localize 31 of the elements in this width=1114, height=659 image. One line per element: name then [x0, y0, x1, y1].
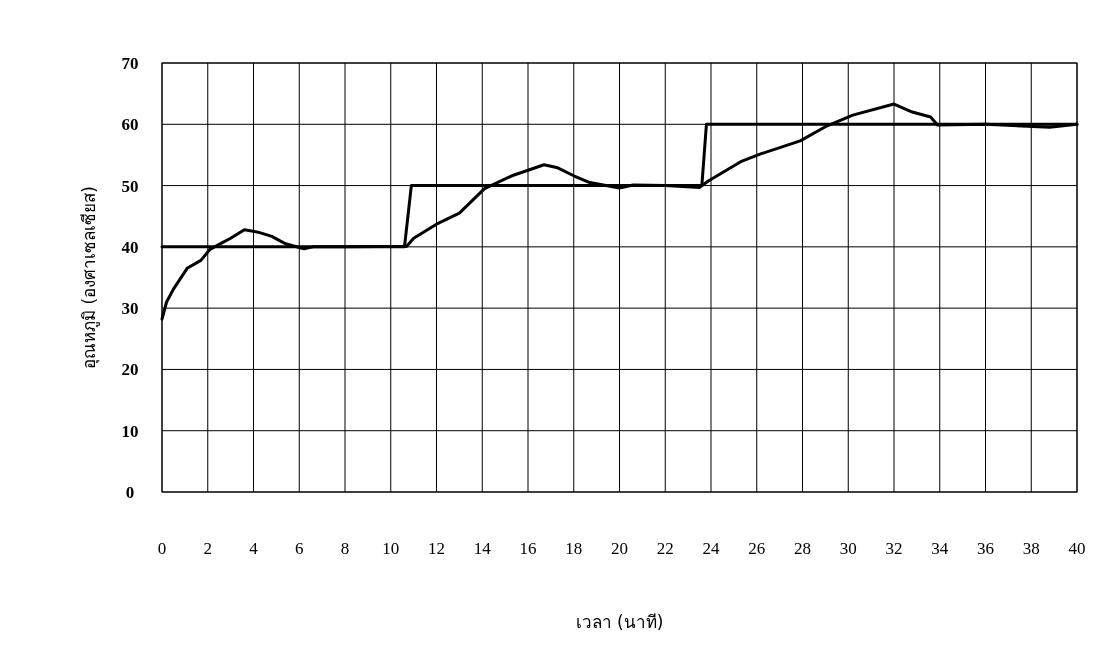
x-tick-label: 22 — [656, 539, 674, 558]
y-tick-label: 50 — [121, 176, 139, 196]
x-tick-label: 6 — [295, 539, 304, 558]
x-tick-label: 18 — [565, 539, 583, 558]
x-tick-label: 12 — [428, 539, 445, 558]
x-tick-label: 28 — [794, 539, 811, 558]
y-tick-label: 30 — [121, 299, 139, 319]
y-tick-label: 20 — [121, 360, 139, 380]
x-axis-title: เวลา (นาที) — [575, 612, 664, 632]
x-tick-label: 24 — [702, 539, 720, 558]
y-tick-label: 40 — [121, 237, 139, 257]
x-tick-label: 30 — [839, 539, 857, 558]
x-tick-label: 0 — [157, 539, 167, 558]
x-tick-label: 38 — [1022, 539, 1040, 558]
x-tick-label: 20 — [611, 539, 628, 558]
y-tick-label: 60 — [121, 115, 139, 135]
x-tick-label: 26 — [748, 539, 766, 558]
x-tick-label: 14 — [473, 539, 492, 558]
x-tick-label: 4 — [249, 539, 259, 558]
y-axis-title: อุณหภูมิ (องศาเซลเซียส) — [79, 186, 100, 369]
x-tick-label: 10 — [382, 539, 400, 558]
x-tick-label: 40 — [1068, 539, 1086, 558]
x-tick-label: 34 — [931, 539, 949, 558]
y-tick-label: 10 — [121, 421, 139, 441]
x-tick-label: 36 — [977, 539, 994, 558]
y-tick-label: 0 — [125, 483, 135, 502]
x-tick-label: 2 — [203, 539, 212, 558]
x-tick-label: 16 — [519, 539, 537, 558]
x-tick-label: 32 — [885, 539, 903, 558]
x-tick-label: 8 — [340, 539, 350, 558]
y-tick-label: 70 — [121, 54, 139, 73]
